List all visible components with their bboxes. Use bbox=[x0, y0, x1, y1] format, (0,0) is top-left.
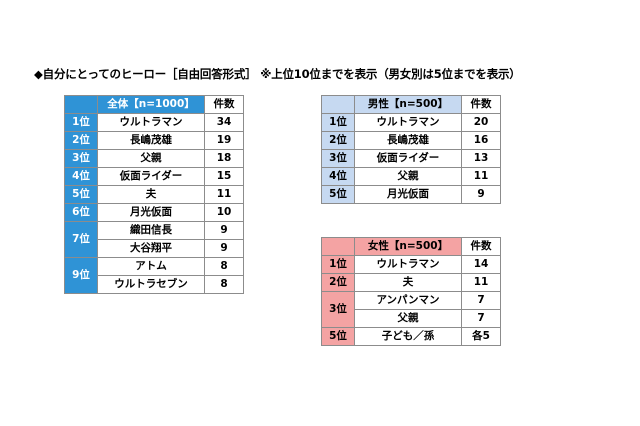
rank-cell: 6位 bbox=[64, 203, 98, 222]
count-cell: 13 bbox=[461, 149, 501, 168]
count-cell: 15 bbox=[204, 167, 244, 186]
female-ranking-table: 女性【n=500】 件数 1位 ウルトラマン 14 2位 夫 11 3位 アンパ… bbox=[321, 237, 501, 346]
table-row: 父親 7 bbox=[322, 309, 501, 328]
count-cell: 34 bbox=[204, 113, 244, 132]
header-label: 全体【n=1000】 bbox=[97, 95, 205, 114]
name-cell: ウルトラセブン bbox=[97, 275, 205, 294]
table-row: 4位 仮面ライダー 15 bbox=[64, 167, 244, 186]
rank-cell: 4位 bbox=[321, 167, 355, 186]
rank-cell: 3位 bbox=[321, 291, 355, 328]
table-row: 3位 アンパンマン 7 bbox=[321, 291, 501, 328]
table-row: 9位 アトム 8 bbox=[64, 257, 244, 294]
count-cell: 19 bbox=[204, 131, 244, 150]
table-header-row: 女性【n=500】 件数 bbox=[321, 237, 501, 256]
rank-cell: 1位 bbox=[321, 113, 355, 132]
rank-cell: 5位 bbox=[321, 185, 355, 204]
count-cell: 8 bbox=[204, 275, 244, 294]
count-cell: 10 bbox=[204, 203, 244, 222]
rank-cell: 2位 bbox=[64, 131, 98, 150]
table-row: 5位 夫 11 bbox=[64, 185, 244, 204]
table-row: 7位 織田信長 9 bbox=[64, 221, 244, 258]
table-row: 5位 子ども／孫 各5 bbox=[321, 327, 501, 346]
header-corner-cell bbox=[64, 95, 98, 114]
header-label: 女性【n=500】 bbox=[354, 237, 462, 256]
name-cell: 織田信長 bbox=[97, 221, 205, 240]
count-cell: 11 bbox=[204, 185, 244, 204]
table-row: 3位 仮面ライダー 13 bbox=[321, 149, 501, 168]
count-cell: 9 bbox=[204, 221, 244, 240]
rank-cell: 3位 bbox=[64, 149, 98, 168]
rank-cell: 4位 bbox=[64, 167, 98, 186]
page-heading: ◆自分にとってのヒーロー［自由回答形式］ ※上位10位までを表示（男女別は5位ま… bbox=[34, 67, 521, 81]
name-cell: 大谷翔平 bbox=[97, 239, 205, 258]
count-cell: 9 bbox=[461, 185, 501, 204]
count-cell: 8 bbox=[204, 257, 244, 276]
name-cell: 夫 bbox=[354, 273, 462, 292]
header-count: 件数 bbox=[461, 95, 501, 114]
name-cell: 父親 bbox=[97, 149, 205, 168]
count-cell: 7 bbox=[461, 291, 501, 310]
rank-cell: 1位 bbox=[64, 113, 98, 132]
count-cell: 20 bbox=[461, 113, 501, 132]
count-cell: 7 bbox=[461, 309, 501, 328]
name-cell: 長嶋茂雄 bbox=[97, 131, 205, 150]
header-label: 男性【n=500】 bbox=[354, 95, 462, 114]
name-cell: 長嶋茂雄 bbox=[354, 131, 462, 150]
table-row: 4位 父親 11 bbox=[321, 167, 501, 186]
name-cell: アンパンマン bbox=[354, 291, 462, 310]
name-cell: 父親 bbox=[354, 167, 462, 186]
rank-cell: 2位 bbox=[321, 131, 355, 150]
table-header-row: 男性【n=500】 件数 bbox=[321, 95, 501, 114]
name-cell: 仮面ライダー bbox=[97, 167, 205, 186]
name-cell: 月光仮面 bbox=[354, 185, 462, 204]
name-cell: 子ども／孫 bbox=[354, 327, 462, 346]
count-cell: 16 bbox=[461, 131, 501, 150]
table-row: 2位 長嶋茂雄 19 bbox=[64, 131, 244, 150]
count-cell: 11 bbox=[461, 273, 501, 292]
rank-cell: 2位 bbox=[321, 273, 355, 292]
table-row: 2位 夫 11 bbox=[321, 273, 501, 292]
table-header-row: 全体【n=1000】 件数 bbox=[64, 95, 244, 114]
rank-cell: 7位 bbox=[64, 221, 98, 258]
name-cell: ウルトラマン bbox=[354, 113, 462, 132]
rank-cell: 5位 bbox=[64, 185, 98, 204]
rank-cell: 9位 bbox=[64, 257, 98, 294]
count-cell: 各5 bbox=[461, 327, 501, 346]
header-corner-cell bbox=[321, 237, 355, 256]
count-cell: 18 bbox=[204, 149, 244, 168]
header-count: 件数 bbox=[461, 237, 501, 256]
rank-cell: 3位 bbox=[321, 149, 355, 168]
name-cell: 月光仮面 bbox=[97, 203, 205, 222]
name-cell: アトム bbox=[97, 257, 205, 276]
table-row: 5位 月光仮面 9 bbox=[321, 185, 501, 204]
count-cell: 11 bbox=[461, 167, 501, 186]
name-cell: 夫 bbox=[97, 185, 205, 204]
table-row: 2位 長嶋茂雄 16 bbox=[321, 131, 501, 150]
rank-cell: 1位 bbox=[321, 255, 355, 274]
table-row: ウルトラセブン 8 bbox=[65, 275, 244, 294]
header-count: 件数 bbox=[204, 95, 244, 114]
rank-cell: 5位 bbox=[321, 327, 355, 346]
name-cell: 父親 bbox=[354, 309, 462, 328]
table-row: 1位 ウルトラマン 20 bbox=[321, 113, 501, 132]
name-cell: 仮面ライダー bbox=[354, 149, 462, 168]
header-corner-cell bbox=[321, 95, 355, 114]
count-cell: 9 bbox=[204, 239, 244, 258]
table-row: 6位 月光仮面 10 bbox=[64, 203, 244, 222]
name-cell: ウルトラマン bbox=[97, 113, 205, 132]
table-row: 1位 ウルトラマン 34 bbox=[64, 113, 244, 132]
table-row: 1位 ウルトラマン 14 bbox=[321, 255, 501, 274]
male-ranking-table: 男性【n=500】 件数 1位 ウルトラマン 20 2位 長嶋茂雄 16 3位 … bbox=[321, 95, 501, 204]
count-cell: 14 bbox=[461, 255, 501, 274]
table-row: 3位 父親 18 bbox=[64, 149, 244, 168]
overall-ranking-table: 全体【n=1000】 件数 1位 ウルトラマン 34 2位 長嶋茂雄 19 3位… bbox=[64, 95, 244, 294]
name-cell: ウルトラマン bbox=[354, 255, 462, 274]
